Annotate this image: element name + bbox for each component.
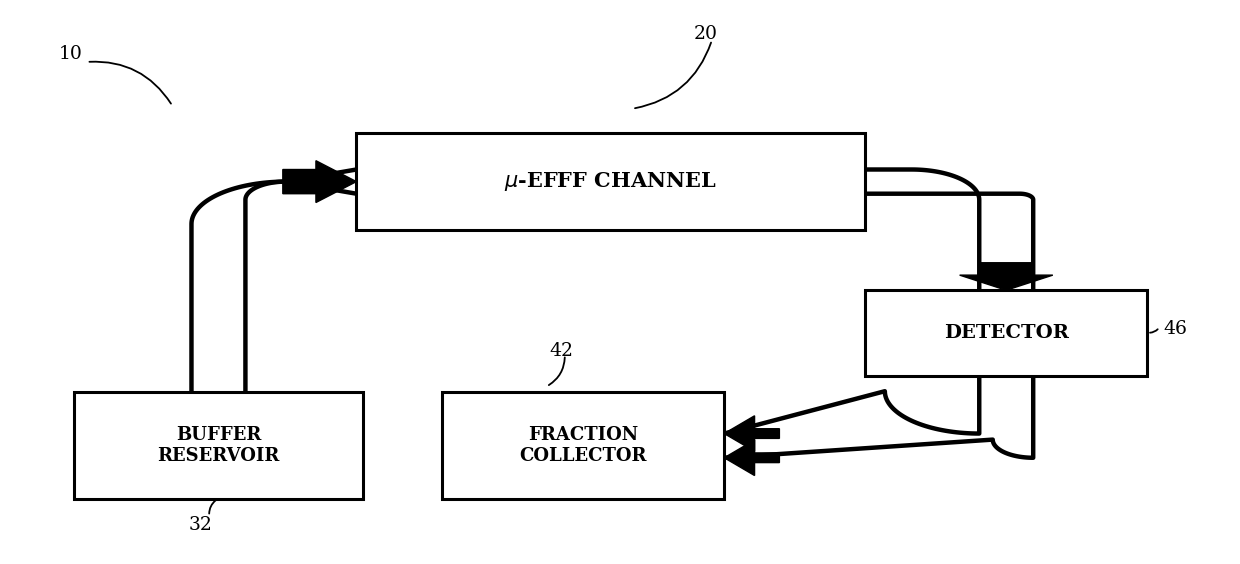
Text: 42: 42 — [549, 342, 573, 360]
Text: 32: 32 — [188, 516, 212, 534]
Bar — [866, 290, 1147, 376]
Text: 20: 20 — [693, 25, 718, 43]
FancyArrow shape — [283, 161, 356, 202]
FancyArrow shape — [724, 416, 780, 451]
FancyArrow shape — [960, 263, 1053, 290]
Text: 46: 46 — [1163, 320, 1187, 338]
Text: FRACTION
COLLECTOR: FRACTION COLLECTOR — [520, 426, 647, 465]
Text: DETECTOR: DETECTOR — [944, 324, 1069, 342]
Bar — [443, 392, 724, 499]
Bar — [356, 134, 866, 230]
Text: BUFFER
RESERVOIR: BUFFER RESERVOIR — [157, 426, 280, 465]
Bar — [74, 392, 362, 499]
Text: $\mu$-EFFF CHANNEL: $\mu$-EFFF CHANNEL — [505, 170, 717, 193]
FancyArrow shape — [724, 440, 780, 475]
Text: 10: 10 — [58, 45, 82, 63]
